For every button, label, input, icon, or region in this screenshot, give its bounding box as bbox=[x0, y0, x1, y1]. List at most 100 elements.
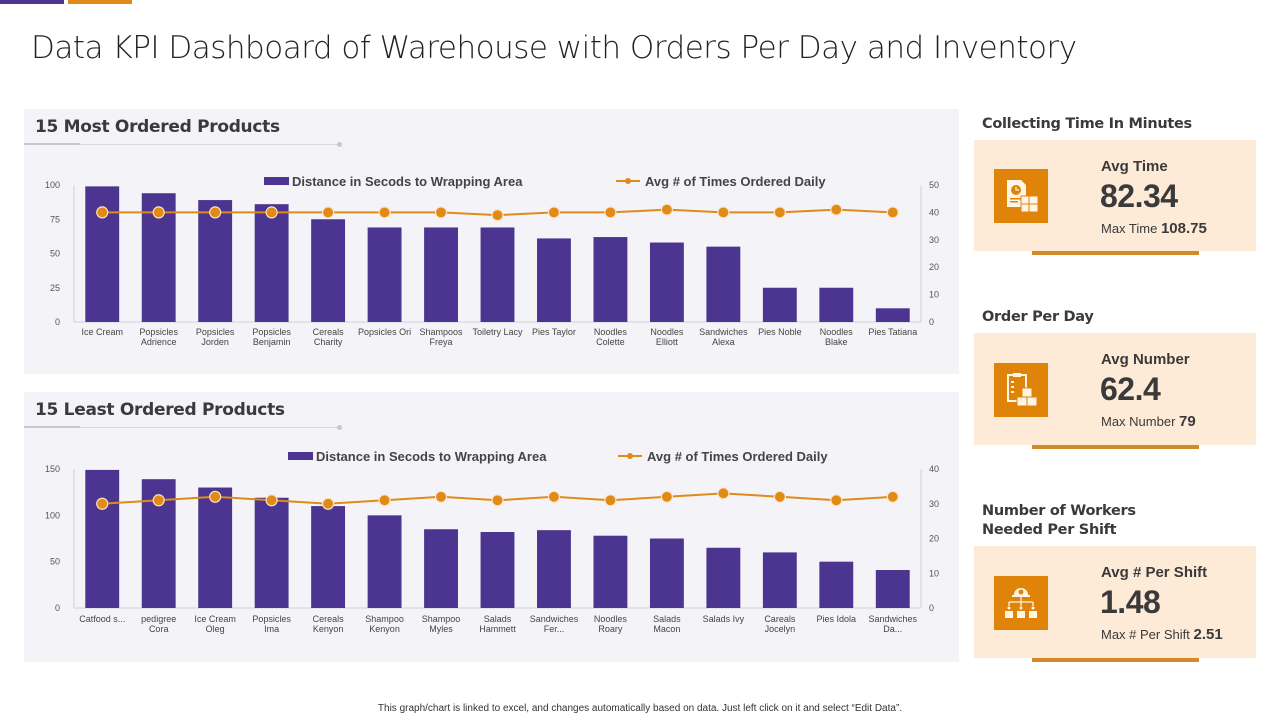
line-point bbox=[491, 494, 504, 507]
x-tick-label-line: Noodles bbox=[650, 327, 684, 337]
x-tick-label: Popsicles Benjamin bbox=[252, 327, 291, 347]
x-tick-label-line: Oleg bbox=[206, 624, 225, 634]
y-left-tick-label: 75 bbox=[50, 214, 60, 224]
kpi-sub: Max # Per Shift 2.51 bbox=[1101, 626, 1223, 643]
x-tick-label: Careals Jocelyn bbox=[764, 614, 796, 634]
y-left-tick-label: 0 bbox=[55, 603, 60, 613]
line-point bbox=[717, 487, 730, 500]
x-tick-label-line: Macon bbox=[653, 624, 680, 634]
x-tick-label-line: Noodles bbox=[820, 327, 854, 337]
y-left-tick-label: 100 bbox=[45, 180, 60, 190]
bar bbox=[254, 204, 289, 322]
y-left-tick-label: 25 bbox=[50, 283, 60, 293]
line-point bbox=[322, 497, 335, 510]
line-point bbox=[547, 206, 561, 219]
x-tick-label: Pies Tatiana bbox=[868, 327, 917, 337]
bar bbox=[311, 506, 346, 608]
x-tick-label: Popsicles Ori bbox=[358, 327, 411, 337]
x-tick-label-line: Pies Tatiana bbox=[868, 327, 917, 337]
clipboard-boxes-icon bbox=[994, 363, 1048, 417]
x-tick-label-line: Popsicles bbox=[252, 327, 291, 337]
kpi-card-workers: Avg # Per Shift 1.48 Max # Per Shift 2.5… bbox=[974, 546, 1256, 662]
bar bbox=[367, 515, 402, 608]
line-point bbox=[660, 490, 674, 503]
x-tick-label-line: Noodles bbox=[594, 614, 628, 624]
line-point bbox=[604, 494, 617, 507]
line-point bbox=[378, 206, 391, 219]
bar bbox=[706, 547, 741, 608]
x-tick-label: Ice Cream bbox=[81, 327, 123, 337]
x-tick-label-line: Cereals bbox=[313, 327, 345, 337]
legend-line-label: Avg # of Times Ordered Daily bbox=[647, 449, 828, 464]
kpi-underline bbox=[1032, 658, 1199, 662]
line-point bbox=[152, 206, 165, 219]
kpi-heading-line-2: Needed Per Shift bbox=[982, 522, 1117, 538]
line-point bbox=[265, 206, 278, 219]
x-tick-label-line: Pies Noble bbox=[758, 327, 802, 337]
kpi-underline bbox=[1032, 445, 1199, 449]
line-point bbox=[491, 209, 504, 222]
x-tick-label-line: Shampoos bbox=[420, 327, 464, 337]
y-right-tick-label: 20 bbox=[929, 262, 939, 272]
x-tick-label-line: Pies Taylor bbox=[532, 327, 576, 337]
x-tick-label-line: Fer... bbox=[544, 624, 565, 634]
bar bbox=[85, 469, 120, 608]
legend-line-label: Avg # of Times Ordered Daily bbox=[645, 174, 826, 189]
x-tick-label-line: Myles bbox=[429, 624, 453, 634]
line-point bbox=[773, 490, 786, 503]
x-tick-label: Sandwiches Alexa bbox=[699, 327, 748, 347]
footnote: This graph/chart is linked to excel, and… bbox=[377, 703, 903, 714]
bar bbox=[311, 219, 346, 322]
y-left-tick-label: 50 bbox=[50, 557, 60, 567]
kpi-sub-value: 2.51 bbox=[1193, 626, 1223, 643]
legend-bar-swatch bbox=[288, 452, 313, 460]
x-tick-label: Catfood s... bbox=[79, 614, 125, 624]
kpi-heading-line-1: Number of Workers bbox=[982, 503, 1136, 519]
y-right-tick-label: 0 bbox=[929, 603, 934, 613]
line-point bbox=[378, 494, 391, 507]
bar bbox=[762, 287, 797, 322]
bar bbox=[424, 227, 458, 322]
x-tick-label: Popsicles Ima bbox=[252, 614, 291, 634]
x-tick-label: Noodles Roary bbox=[594, 614, 628, 634]
x-tick-label: Salads Hammett bbox=[479, 614, 516, 634]
x-tick-label-line: Careals bbox=[764, 614, 796, 624]
line-point bbox=[96, 497, 109, 510]
bar bbox=[480, 532, 515, 608]
x-tick-label-line: Sandwiches bbox=[869, 614, 918, 624]
kpi-sub-label: Max Number bbox=[1101, 414, 1176, 429]
line-point bbox=[322, 206, 335, 219]
legend-bar-swatch bbox=[264, 177, 289, 185]
y-left-tick-label: 50 bbox=[50, 249, 60, 259]
x-tick-label-line: Popsicles bbox=[196, 327, 235, 337]
title-divider bbox=[24, 427, 340, 428]
x-tick-label-line: Benjamin bbox=[253, 337, 291, 347]
page-title: Data KPI Dashboard of Warehouse with Ord… bbox=[31, 30, 1077, 66]
kpi-heading-collecting-time: Collecting Time In Minutes bbox=[982, 116, 1192, 132]
least-ordered-chart[interactable]: 0 50 100 150 0 10 20 30 40 Catfood s... pedigree Co… bbox=[24, 392, 959, 662]
bar bbox=[649, 538, 684, 608]
bar bbox=[593, 237, 628, 322]
panel-title: 15 Least Ordered Products bbox=[35, 400, 285, 420]
x-tick-label: Salads Macon bbox=[653, 614, 681, 634]
x-tick-label: Ice Cream Oleg bbox=[194, 614, 236, 634]
bar bbox=[198, 200, 233, 322]
line-point bbox=[209, 490, 222, 503]
kpi-card-collecting-time: Avg Time 82.34 Max Time 108.75 bbox=[974, 140, 1256, 255]
x-tick-label-line: Blake bbox=[825, 337, 848, 347]
line-point bbox=[547, 490, 561, 503]
y-left-tick-label: 150 bbox=[45, 464, 60, 474]
kpi-value: 1.48 bbox=[1100, 584, 1161, 620]
bar bbox=[649, 242, 684, 322]
legend-line-marker bbox=[625, 178, 631, 184]
line-point bbox=[152, 494, 165, 507]
x-tick-label: Sandwiches Fer... bbox=[530, 614, 579, 634]
kpi-sub-label: Max Time bbox=[1101, 221, 1158, 236]
bar bbox=[537, 530, 571, 608]
line-point bbox=[886, 490, 899, 503]
kpi-value: 62.4 bbox=[1100, 371, 1161, 407]
x-tick-label-line: Cereals bbox=[313, 614, 345, 624]
x-tick-label-line: Ima bbox=[264, 624, 279, 634]
bar bbox=[875, 308, 910, 322]
